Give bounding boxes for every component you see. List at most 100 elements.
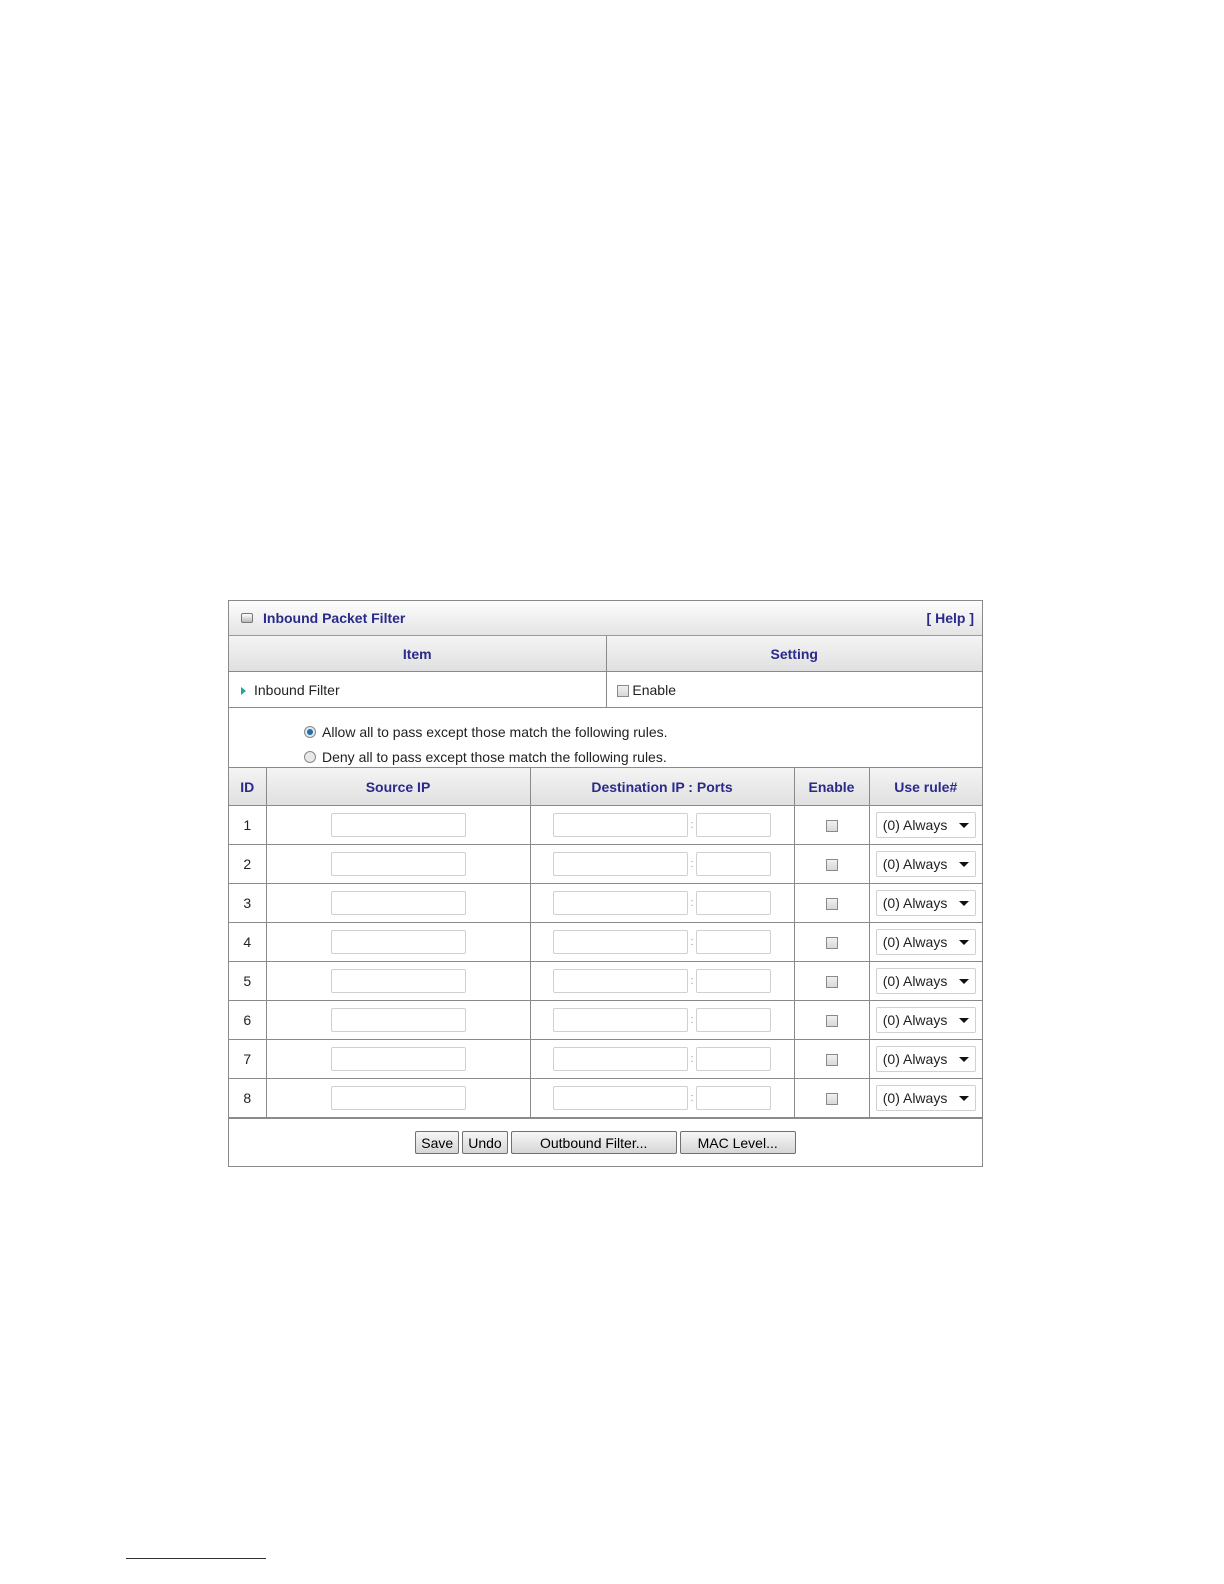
table-row: 7 : (0) Always [229, 1039, 982, 1079]
save-button[interactable]: Save [415, 1131, 460, 1154]
colon-separator: : [690, 819, 694, 831]
deny-mode-option[interactable]: Deny all to pass except those match the … [304, 744, 982, 769]
destination-ip-input[interactable] [553, 1047, 688, 1071]
rules-table: ID Source IP Destination IP : Ports Enab… [229, 768, 982, 1118]
source-ip-input[interactable] [330, 1047, 466, 1071]
use-rule-select[interactable]: (0) Always [875, 1046, 976, 1072]
destination-ip-input[interactable] [553, 1086, 688, 1110]
settings-table: Item Setting Inbound Filter Enable [229, 636, 982, 708]
col-use-rule: Use rule# [868, 768, 982, 806]
source-ip-input[interactable] [330, 1086, 466, 1110]
source-ip-input[interactable] [330, 891, 466, 915]
use-rule-select[interactable]: (0) Always [875, 851, 976, 877]
use-rule-value: (0) Always [882, 817, 948, 833]
rule-id: 3 [229, 883, 267, 923]
rule-enable-checkbox[interactable] [825, 1054, 838, 1067]
allow-radio-label: Allow all to pass except those match the… [322, 723, 668, 740]
source-ip-input[interactable] [330, 852, 466, 876]
colon-separator: : [690, 975, 694, 987]
colon-separator: : [690, 1014, 694, 1026]
rule-id: 7 [229, 1039, 267, 1079]
table-row: 4 : (0) Always [229, 922, 982, 962]
table-row: 6 : (0) Always [229, 1000, 982, 1040]
item-header: Item [229, 636, 607, 672]
destination-port-input[interactable] [696, 891, 771, 915]
colon-separator: : [690, 858, 694, 870]
undo-button[interactable]: Undo [462, 1131, 508, 1154]
use-rule-select[interactable]: (0) Always [875, 1007, 976, 1033]
destination-port-input[interactable] [696, 969, 771, 993]
colon-separator: : [690, 1053, 694, 1065]
rule-id: 5 [229, 961, 267, 1001]
use-rule-select[interactable]: (0) Always [875, 890, 976, 916]
allow-mode-option[interactable]: Allow all to pass except those match the… [304, 719, 982, 744]
use-rule-select[interactable]: (0) Always [875, 1085, 976, 1111]
destination-port-input[interactable] [696, 1086, 771, 1110]
source-ip-input[interactable] [330, 930, 466, 954]
footnote-rule [126, 1558, 266, 1559]
table-row: 8 : (0) Always [229, 1078, 982, 1118]
colon-separator: : [690, 936, 694, 948]
inbound-packet-filter-panel: Inbound Packet Filter [ Help ] Item Sett… [228, 600, 983, 1167]
destination-ip-input[interactable] [553, 930, 688, 954]
destination-ip-input[interactable] [553, 969, 688, 993]
rule-id: 6 [229, 1000, 267, 1040]
dropdown-arrow-icon [958, 978, 969, 984]
inbound-filter-enable-checkbox[interactable] [616, 684, 629, 697]
destination-port-input[interactable] [696, 1008, 771, 1032]
rule-id: 4 [229, 922, 267, 962]
rule-enable-checkbox[interactable] [825, 898, 838, 911]
dropdown-arrow-icon [958, 861, 969, 867]
deny-radio-label: Deny all to pass except those match the … [322, 748, 667, 765]
destination-port-input[interactable] [696, 930, 771, 954]
rule-id: 8 [229, 1078, 267, 1118]
destination-port-input[interactable] [696, 852, 771, 876]
destination-ip-input[interactable] [553, 813, 688, 837]
use-rule-select[interactable]: (0) Always [875, 929, 976, 955]
dropdown-arrow-icon [958, 1056, 969, 1062]
source-ip-input[interactable] [330, 969, 466, 993]
rule-id: 1 [229, 805, 267, 845]
rule-enable-checkbox[interactable] [825, 937, 838, 950]
destination-ip-input[interactable] [553, 891, 688, 915]
inbound-filter-label: Inbound Filter [254, 681, 340, 698]
rule-enable-checkbox[interactable] [825, 859, 838, 872]
destination-port-input[interactable] [696, 1047, 771, 1071]
mac-level-button[interactable]: MAC Level... [679, 1131, 796, 1154]
enable-label: Enable [632, 681, 676, 698]
help-link[interactable]: [ Help ] [926, 610, 974, 626]
use-rule-select[interactable]: (0) Always [875, 812, 976, 838]
use-rule-value: (0) Always [882, 973, 948, 989]
destination-port-input[interactable] [696, 813, 771, 837]
col-id: ID [229, 768, 267, 806]
rule-enable-checkbox[interactable] [825, 820, 838, 833]
allow-radio[interactable] [304, 725, 316, 738]
rule-enable-checkbox[interactable] [825, 976, 838, 989]
table-row: 3 : (0) Always [229, 883, 982, 923]
use-rule-value: (0) Always [882, 1051, 948, 1067]
button-bar: Save Undo Outbound Filter... MAC Level..… [229, 1118, 982, 1166]
dropdown-arrow-icon [958, 822, 969, 828]
inbound-filter-row: Inbound Filter Enable [229, 671, 982, 708]
outbound-filter-button[interactable]: Outbound Filter... [510, 1131, 677, 1154]
rule-enable-checkbox[interactable] [825, 1015, 838, 1028]
use-rule-value: (0) Always [882, 856, 948, 872]
use-rule-select[interactable]: (0) Always [875, 968, 976, 994]
use-rule-value: (0) Always [882, 1090, 948, 1106]
destination-ip-input[interactable] [553, 1008, 688, 1032]
dropdown-arrow-icon [958, 900, 969, 906]
use-rule-value: (0) Always [882, 895, 948, 911]
colon-separator: : [690, 1092, 694, 1104]
rule-enable-checkbox[interactable] [825, 1093, 838, 1106]
destination-ip-input[interactable] [553, 852, 688, 876]
table-row: 1 : (0) Always [229, 805, 982, 845]
bullet-arrow-icon [241, 686, 246, 695]
dropdown-arrow-icon [958, 939, 969, 945]
source-ip-input[interactable] [330, 1008, 466, 1032]
use-rule-value: (0) Always [882, 1012, 948, 1028]
dropdown-arrow-icon [958, 1017, 969, 1023]
deny-radio[interactable] [304, 750, 316, 763]
source-ip-input[interactable] [330, 813, 466, 837]
col-enable: Enable [793, 768, 870, 806]
table-row: 5 : (0) Always [229, 961, 982, 1001]
